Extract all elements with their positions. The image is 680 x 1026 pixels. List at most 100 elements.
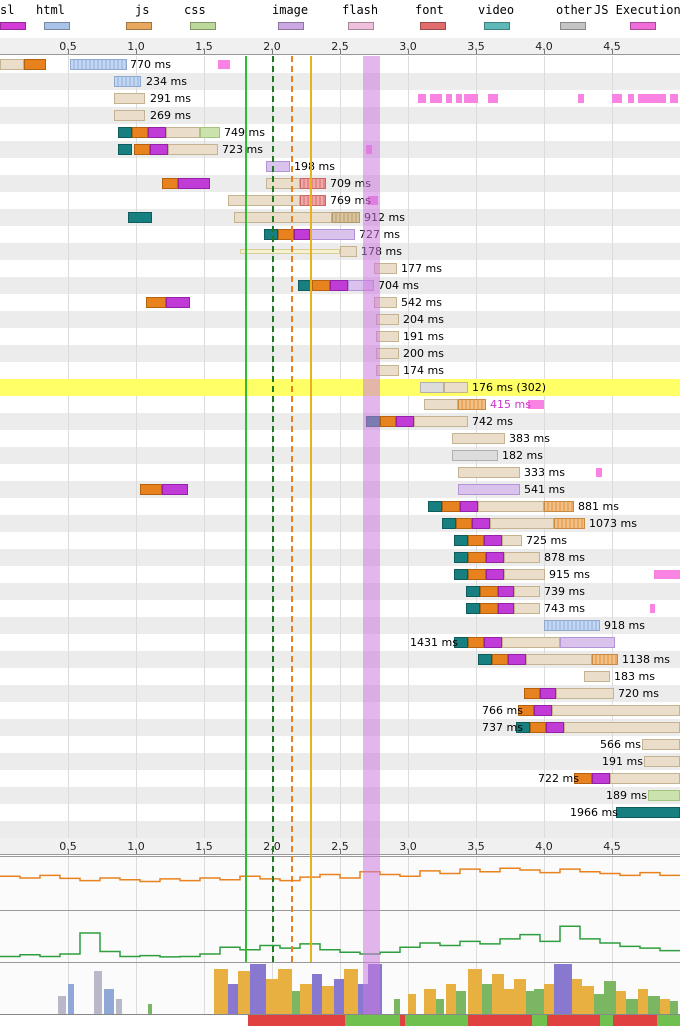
request-bar-segment-wait[interactable] [504,552,540,563]
waterfall-row[interactable]: 743 ms [0,600,680,617]
request-bar-segment-conn[interactable] [468,569,486,580]
request-bar-segment-gray[interactable] [452,450,498,461]
waterfall-row[interactable]: 415 ms [0,396,680,413]
request-bar-segment-dns[interactable] [616,807,680,818]
waterfall-row[interactable]: 174 ms [0,362,680,379]
request-bar-segment-dns[interactable] [428,501,442,512]
request-bar-segment-wait[interactable] [0,59,24,70]
request-bar-segment-ssl[interactable] [396,416,414,427]
request-bar-segment-conn[interactable] [480,586,498,597]
request-bar-segment-wait[interactable] [502,637,560,648]
request-bar-segment-conn[interactable] [480,603,498,614]
request-bar-segment-ssl[interactable] [162,484,188,495]
request-bar-segment-html[interactable] [544,620,600,631]
request-bar-segment-img[interactable] [560,637,615,648]
request-bar-segment-js[interactable] [592,654,618,665]
request-bar-segment-js[interactable] [554,518,585,529]
request-bar-segment-ssl[interactable] [508,654,526,665]
request-bar-segment-wait[interactable] [266,178,300,189]
request-bar-segment-wait[interactable] [490,518,554,529]
request-bar-segment-conn[interactable] [134,144,150,155]
waterfall-row[interactable]: 200 ms [0,345,680,362]
waterfall-row[interactable]: 742 ms [0,413,680,430]
request-bar-segment-js[interactable] [458,399,486,410]
request-bar-segment-wait[interactable] [168,144,218,155]
request-bar-segment-html[interactable] [70,59,127,70]
waterfall-row[interactable]: 291 ms [0,90,680,107]
waterfall-row[interactable]: 878 ms [0,549,680,566]
request-bar-segment-font[interactable] [300,178,326,189]
waterfall-row[interactable]: 1138 ms [0,651,680,668]
request-bar-segment-dns[interactable] [442,518,456,529]
waterfall-row[interactable]: 566 ms [0,736,680,753]
waterfall-row[interactable]: 881 ms [0,498,680,515]
waterfall-row[interactable]: 749 ms [0,124,680,141]
waterfall-row[interactable]: 333 ms [0,464,680,481]
request-bar-segment-conn[interactable] [146,297,166,308]
request-bar-segment-conn[interactable] [468,552,486,563]
waterfall-row[interactable]: 177 ms [0,260,680,277]
request-bar-segment-dns[interactable] [118,144,132,155]
waterfall-row[interactable]: 191 ms [0,328,680,345]
request-bar-segment-ssl[interactable] [166,297,190,308]
waterfall-row[interactable]: 234 ms [0,73,680,90]
request-bar-segment-dns[interactable] [118,127,132,138]
waterfall-row[interactable]: 918 ms [0,617,680,634]
waterfall-row[interactable]: 769 ms [0,192,680,209]
request-bar-segment-wait[interactable] [564,722,680,733]
waterfall-row[interactable]: 766 ms [0,702,680,719]
waterfall-row[interactable]: 198 ms [0,158,680,175]
request-bar-segment-dns[interactable] [264,229,278,240]
request-bar-segment-css[interactable] [200,127,220,138]
waterfall-row[interactable]: 770 ms [0,56,680,73]
request-bar-segment-ssl[interactable] [484,535,502,546]
request-bar-segment-wait[interactable] [228,195,300,206]
request-bar-segment-conn[interactable] [468,637,484,648]
waterfall-row[interactable]: 1073 ms [0,515,680,532]
request-bar-segment-wait[interactable] [644,756,680,767]
request-bar-segment-conn[interactable] [132,127,148,138]
waterfall-row[interactable]: 542 ms [0,294,680,311]
request-bar-segment-conn[interactable] [140,484,162,495]
request-bar-segment-dns[interactable] [454,637,468,648]
request-bar-segment-wait[interactable] [340,246,357,257]
waterfall-row[interactable]: 737 ms [0,719,680,736]
waterfall-row[interactable]: 720 ms [0,685,680,702]
request-bar-segment-dns[interactable] [454,535,468,546]
request-bar-segment-ssl[interactable] [592,773,610,784]
waterfall-row[interactable]: 727 ms [0,226,680,243]
request-bar-segment-wait[interactable] [552,705,680,716]
waterfall-row[interactable]: 191 ms [0,753,680,770]
waterfall-row[interactable]: 183 ms [0,668,680,685]
request-bar-segment-ssl[interactable] [148,127,166,138]
request-bar-segment-img[interactable] [310,229,355,240]
request-bar-segment-wait[interactable] [424,399,458,410]
request-bar-segment-ssl[interactable] [472,518,490,529]
waterfall-row[interactable]: 189 ms [0,787,680,804]
request-bar-segment-conn[interactable] [380,416,396,427]
request-bar-segment-wait[interactable] [514,586,540,597]
request-bar-segment-dl[interactable] [332,212,360,223]
request-bar-segment-wait[interactable] [452,433,505,444]
request-bar-segment-dns[interactable] [466,603,480,614]
request-bar-segment-img[interactable] [458,484,520,495]
request-bar-segment-ssl[interactable] [540,688,556,699]
request-bar-segment-dns[interactable] [516,722,530,733]
request-bar-segment-conn[interactable] [24,59,46,70]
waterfall-row[interactable]: 176 ms (302) [0,379,680,396]
request-bar-segment-dns[interactable] [454,552,468,563]
request-bar-segment-ssl[interactable] [498,586,514,597]
waterfall-row[interactable]: 739 ms [0,583,680,600]
request-bar-segment-font[interactable] [300,195,326,206]
request-bar-segment-dns[interactable] [478,654,492,665]
waterfall-row[interactable]: 725 ms [0,532,680,549]
request-bar-segment-ssl[interactable] [486,552,504,563]
request-bar-segment-ssl[interactable] [178,178,210,189]
request-bar-segment-conn[interactable] [442,501,460,512]
waterfall-row[interactable]: 912 ms [0,209,680,226]
request-bar-segment-conn[interactable] [492,654,508,665]
request-bar-segment-conn[interactable] [518,705,534,716]
request-bar-segment-ssl[interactable] [484,637,502,648]
waterfall-row[interactable]: 269 ms [0,107,680,124]
request-bar-segment-conn[interactable] [524,688,540,699]
